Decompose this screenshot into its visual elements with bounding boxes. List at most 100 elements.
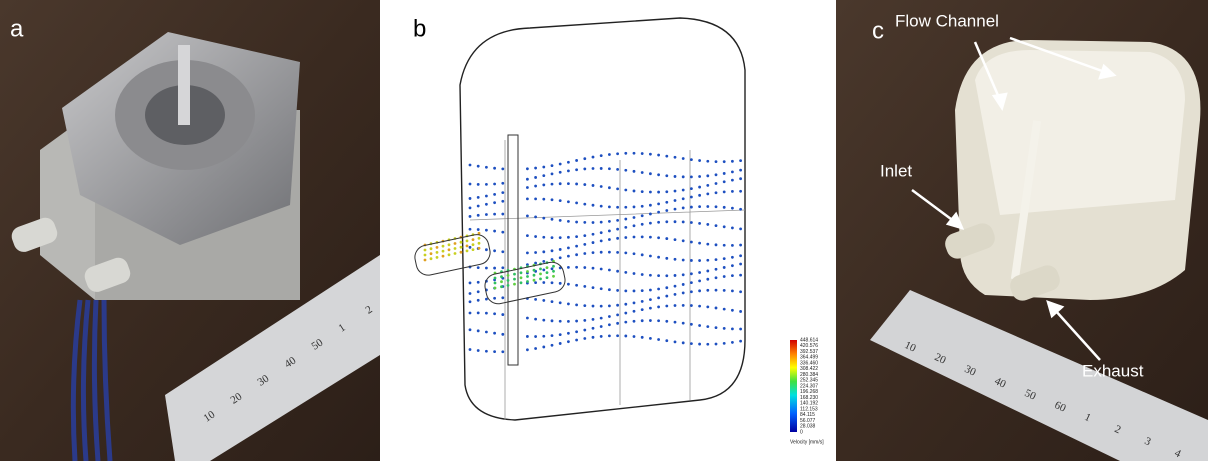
particle — [698, 186, 701, 189]
particle — [649, 204, 652, 207]
particle — [454, 252, 457, 255]
particle — [520, 281, 523, 284]
particle — [501, 191, 504, 194]
particle — [485, 350, 488, 353]
particle — [633, 272, 636, 275]
particle — [739, 254, 742, 257]
particle — [485, 166, 488, 169]
particle — [665, 155, 668, 158]
particle — [592, 156, 595, 159]
particle — [567, 340, 570, 343]
particle — [472, 243, 475, 246]
particle — [546, 266, 549, 269]
particle — [460, 246, 463, 249]
particle — [442, 250, 445, 253]
panel-label: c — [872, 17, 884, 44]
panel-a: 102030405012 a — [0, 0, 380, 461]
particle — [477, 349, 480, 352]
particle — [641, 319, 644, 322]
particle — [485, 213, 488, 216]
particle — [430, 252, 433, 255]
particle — [600, 185, 603, 188]
particle — [649, 213, 652, 216]
particle — [616, 304, 619, 307]
particle — [583, 221, 586, 224]
particle — [500, 285, 503, 288]
particle — [641, 190, 644, 193]
particle — [567, 236, 570, 239]
particle — [633, 206, 636, 209]
particle — [706, 160, 709, 163]
particle — [633, 170, 636, 173]
particle — [546, 271, 549, 274]
particle — [682, 239, 685, 242]
particle — [583, 319, 586, 322]
particle — [723, 190, 726, 193]
particle — [485, 298, 488, 301]
particle — [649, 298, 652, 301]
particle — [665, 257, 668, 260]
particle — [494, 277, 497, 280]
particle — [567, 266, 570, 269]
particle — [665, 295, 668, 298]
particle — [501, 231, 504, 234]
particle — [665, 305, 668, 308]
particle — [534, 185, 537, 188]
particle — [723, 172, 726, 175]
particle — [526, 348, 529, 351]
particle — [424, 254, 427, 257]
particle — [534, 335, 537, 338]
particle — [674, 208, 677, 211]
particle — [501, 213, 504, 216]
particle — [551, 334, 554, 337]
particle — [534, 176, 537, 179]
particle — [542, 299, 545, 302]
particle — [567, 332, 570, 335]
particle — [649, 337, 652, 340]
particle — [533, 279, 536, 282]
particle — [706, 289, 709, 292]
particle — [567, 220, 570, 223]
particle — [698, 343, 701, 346]
particle — [501, 200, 504, 203]
particle — [633, 190, 636, 193]
particle — [608, 288, 611, 291]
particle — [690, 323, 693, 326]
particle — [448, 253, 451, 256]
particle — [485, 267, 488, 270]
particle — [608, 335, 611, 338]
particle — [674, 258, 677, 261]
particle — [657, 173, 660, 176]
particle — [600, 325, 603, 328]
particle — [559, 248, 562, 251]
particle — [641, 289, 644, 292]
particle — [723, 275, 726, 278]
particle — [469, 300, 472, 303]
particle — [698, 305, 701, 308]
particle — [723, 289, 726, 292]
particle — [624, 226, 627, 229]
particle — [559, 301, 562, 304]
particle — [698, 289, 701, 292]
particle — [641, 300, 644, 303]
particle — [520, 276, 523, 279]
particle — [731, 207, 734, 210]
particle — [698, 324, 701, 327]
particle — [575, 245, 578, 248]
particle — [539, 268, 542, 271]
particle — [469, 164, 472, 167]
particle — [600, 317, 603, 320]
particle — [739, 310, 742, 313]
particle — [539, 278, 542, 281]
particle — [674, 238, 677, 241]
particle — [674, 199, 677, 202]
particle — [575, 168, 578, 171]
particle — [624, 218, 627, 221]
particle — [485, 183, 488, 186]
particle — [690, 158, 693, 161]
particle — [715, 343, 718, 346]
particle — [466, 245, 469, 248]
particle — [575, 235, 578, 238]
particle — [592, 318, 595, 321]
particle — [731, 256, 734, 259]
